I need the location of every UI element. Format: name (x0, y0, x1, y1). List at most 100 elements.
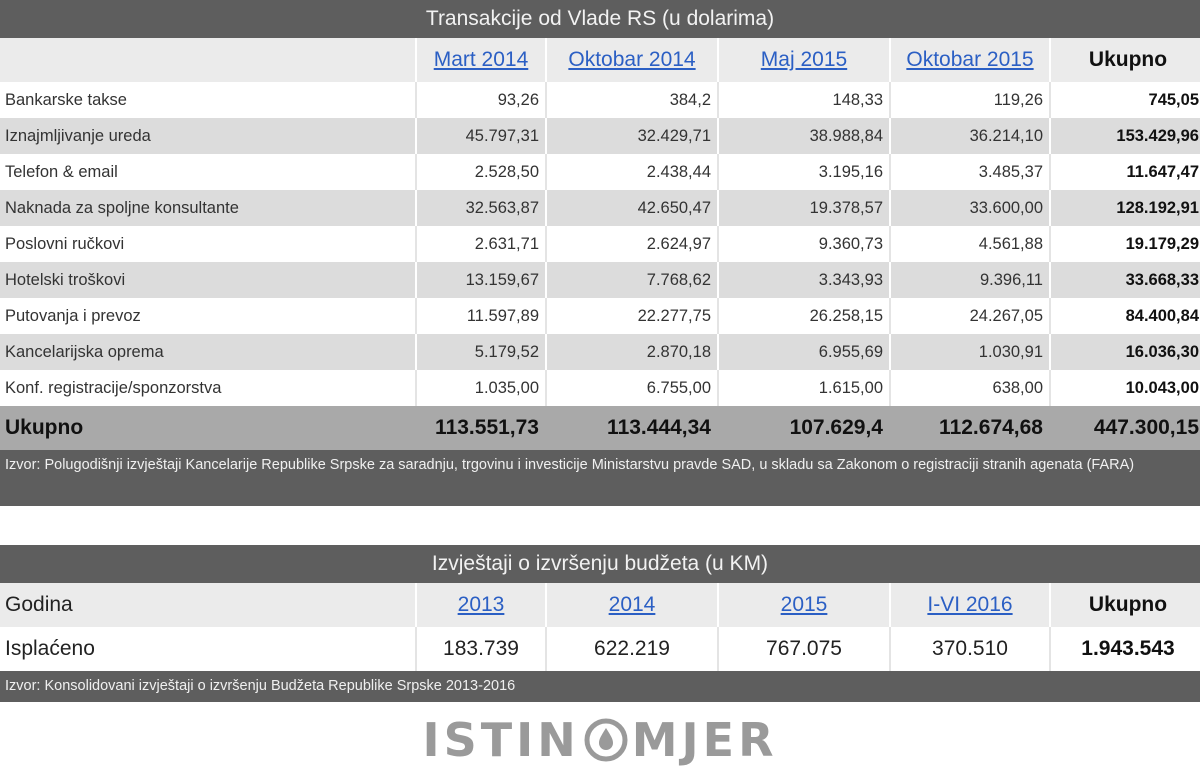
row-value: 622.219 (545, 627, 717, 671)
row-total: 1.943.543 (1049, 627, 1200, 671)
row-value: 13.159,67 (415, 262, 545, 298)
row-total: 16.036,30 (1049, 334, 1200, 370)
table-row: Hotelski troškovi 13.159,67 7.768,62 3.3… (0, 262, 1200, 298)
header-2013[interactable]: 2013 (415, 583, 545, 627)
row-value: 26.258,15 (717, 298, 889, 334)
row-value: 2.870,18 (545, 334, 717, 370)
row-value: 767.075 (717, 627, 889, 671)
logo-text-left: ISTIN (422, 713, 580, 767)
row-value: 2.624,97 (545, 226, 717, 262)
row-label: Isplaćeno (5, 637, 95, 660)
total-value: 113.444,34 (545, 406, 717, 450)
row-label: Iznajmljivanje ureda (5, 126, 151, 145)
row-label: Hotelski troškovi (5, 270, 126, 289)
row-value: 6.755,00 (545, 370, 717, 406)
row-label: Poslovni ručkovi (5, 234, 125, 253)
row-value: 24.267,05 (889, 298, 1049, 334)
row-value: 22.277,75 (545, 298, 717, 334)
header-link-2014[interactable]: 2014 (608, 593, 656, 616)
row-value: 3.195,16 (717, 154, 889, 190)
row-value: 11.597,89 (415, 298, 545, 334)
budget-title: Izvještaji o izvršenju budžeta (u KM) (0, 545, 1200, 583)
row-value: 148,33 (717, 82, 889, 118)
header-link-2013[interactable]: 2013 (457, 593, 505, 616)
row-value: 38.988,84 (717, 118, 889, 154)
row-label: Putovanja i prevoz (5, 306, 141, 325)
table-row: Bankarske takse 93,26 384,2 148,33 119,2… (0, 82, 1200, 118)
budget-header-row: Godina 2013 2014 2015 I-VI 2016 Ukupno (0, 583, 1200, 627)
row-value: 638,00 (889, 370, 1049, 406)
header-link-i-vi-2016[interactable]: I-VI 2016 (927, 593, 1013, 616)
transactions-header-row: Mart 2014 Oktobar 2014 Maj 2015 Oktobar … (0, 38, 1200, 82)
row-value: 19.378,57 (717, 190, 889, 226)
table-row: Naknada za spoljne konsultante 32.563,87… (0, 190, 1200, 226)
table-row: Iznajmljivanje ureda 45.797,31 32.429,71… (0, 118, 1200, 154)
logo-text-right: MJER (631, 713, 778, 767)
row-label: Bankarske takse (5, 90, 127, 109)
row-value: 2.438,44 (545, 154, 717, 190)
row-value: 4.561,88 (889, 226, 1049, 262)
row-value: 370.510 (889, 627, 1049, 671)
row-total: 745,05 (1049, 82, 1200, 118)
transactions-title: Transakcije od Vlade RS (u dolarima) (0, 0, 1200, 38)
row-total: 128.192,91 (1049, 190, 1200, 226)
row-value: 183.739 (415, 627, 545, 671)
header-mart-2014[interactable]: Mart 2014 (415, 38, 545, 82)
row-value: 6.955,69 (717, 334, 889, 370)
row-label: Naknada za spoljne konsultante (5, 198, 239, 217)
row-value: 33.600,00 (889, 190, 1049, 226)
row-total: 19.179,29 (1049, 226, 1200, 262)
row-value: 384,2 (545, 82, 717, 118)
header-i-vi-2016[interactable]: I-VI 2016 (889, 583, 1049, 627)
header-2014[interactable]: 2014 (545, 583, 717, 627)
row-total: 153.429,96 (1049, 118, 1200, 154)
logo-drop-o-icon (584, 718, 628, 762)
table-row: Putovanja i prevoz 11.597,89 22.277,75 2… (0, 298, 1200, 334)
row-label: Konf. registracije/sponzorstva (5, 378, 222, 397)
header-ukupno: Ukupno (1049, 583, 1200, 627)
row-total: 10.043,00 (1049, 370, 1200, 406)
row-value: 45.797,31 (415, 118, 545, 154)
header-2015[interactable]: 2015 (717, 583, 889, 627)
grand-total-value: 447.300,15 (1049, 406, 1200, 450)
row-value: 36.214,10 (889, 118, 1049, 154)
header-maj-2015[interactable]: Maj 2015 (717, 38, 889, 82)
total-value: 113.551,73 (415, 406, 545, 450)
header-link-2015[interactable]: 2015 (780, 593, 828, 616)
header-ukupno: Ukupno (1049, 38, 1200, 82)
row-value: 3.485,37 (889, 154, 1049, 190)
header-godina: Godina (5, 593, 73, 616)
header-link-mart-2014[interactable]: Mart 2014 (433, 48, 529, 71)
table-row: Telefon & email 2.528,50 2.438,44 3.195,… (0, 154, 1200, 190)
total-label: Ukupno (5, 416, 84, 439)
row-value: 3.343,93 (717, 262, 889, 298)
row-value: 7.768,62 (545, 262, 717, 298)
transactions-source-note: Izvor: Polugodišnji izvještaji Kancelari… (0, 450, 1200, 506)
row-value: 1.615,00 (717, 370, 889, 406)
header-oktobar-2014[interactable]: Oktobar 2014 (545, 38, 717, 82)
row-value: 5.179,52 (415, 334, 545, 370)
row-value: 119,26 (889, 82, 1049, 118)
table-row: Konf. registracije/sponzorstva 1.035,00 … (0, 370, 1200, 406)
transactions-total-row: Ukupno 113.551,73 113.444,34 107.629,4 1… (0, 406, 1200, 450)
row-value: 32.563,87 (415, 190, 545, 226)
header-link-oktobar-2014[interactable]: Oktobar 2014 (568, 48, 696, 71)
row-value: 42.650,47 (545, 190, 717, 226)
row-value: 32.429,71 (545, 118, 717, 154)
row-value: 9.360,73 (717, 226, 889, 262)
header-link-maj-2015[interactable]: Maj 2015 (760, 48, 848, 71)
istinomjer-logo: ISTIN MJER (0, 712, 1200, 768)
row-label: Kancelarijska oprema (5, 342, 164, 361)
transactions-table: Transakcije od Vlade RS (u dolarima) Mar… (0, 0, 1200, 506)
row-value: 2.528,50 (415, 154, 545, 190)
total-value: 112.674,68 (889, 406, 1049, 450)
row-value: 9.396,11 (889, 262, 1049, 298)
row-value: 2.631,71 (415, 226, 545, 262)
budget-row-isplaceno: Isplaćeno 183.739 622.219 767.075 370.51… (0, 627, 1200, 671)
table-row: Kancelarijska oprema 5.179,52 2.870,18 6… (0, 334, 1200, 370)
header-empty (0, 38, 415, 82)
row-label: Telefon & email (5, 162, 118, 181)
header-oktobar-2015[interactable]: Oktobar 2015 (889, 38, 1049, 82)
header-link-oktobar-2015[interactable]: Oktobar 2015 (906, 48, 1034, 71)
budget-table: Izvještaji o izvršenju budžeta (u KM) Go… (0, 545, 1200, 702)
